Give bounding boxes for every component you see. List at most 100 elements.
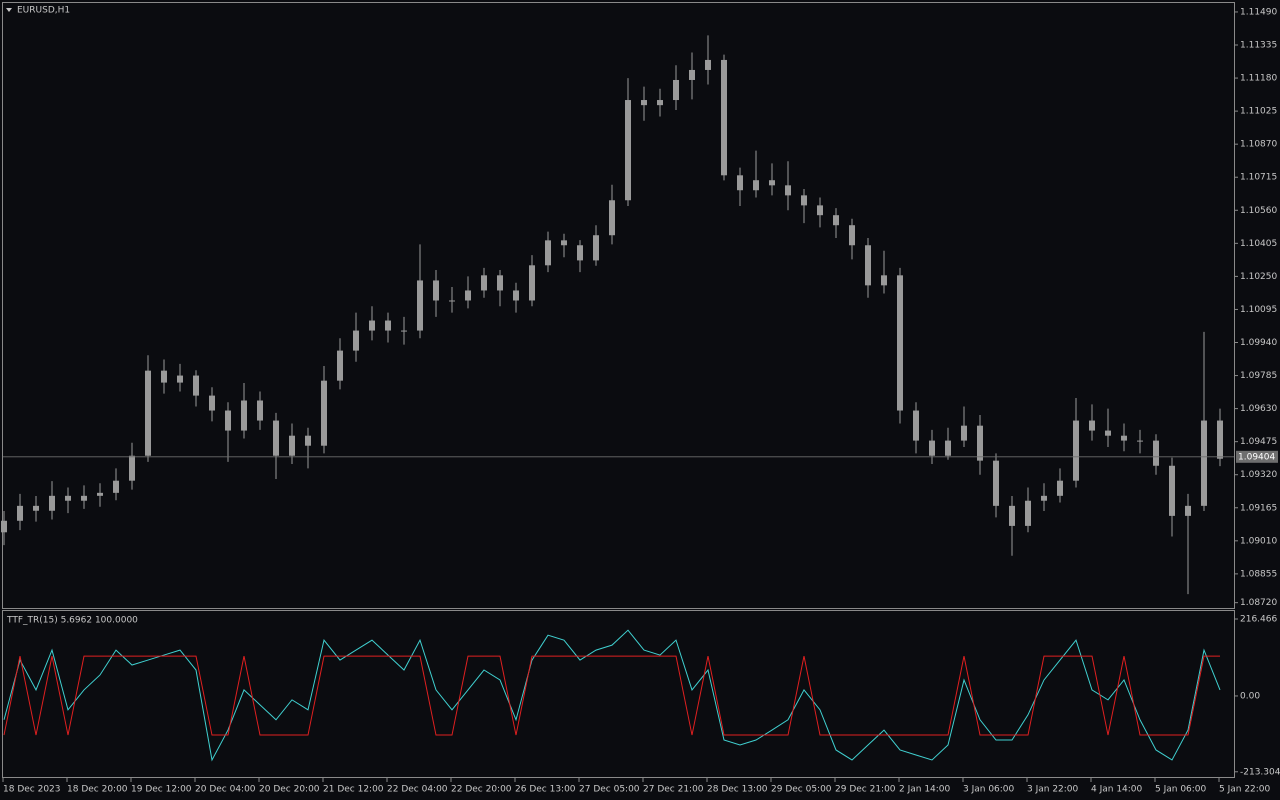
- candle-body: [257, 400, 263, 421]
- x-tick-label: 18 Dec 20:00: [67, 785, 128, 795]
- candle-body: [673, 79, 679, 101]
- candle-body: [209, 395, 215, 411]
- x-tick-label: 27 Dec 05:00: [579, 785, 640, 795]
- candle-body: [961, 425, 967, 441]
- candle-body: [65, 495, 71, 501]
- symbol-menu-arrow[interactable]: [6, 8, 12, 12]
- candle-body: [753, 180, 759, 191]
- y-tick-label: 1.09630: [1240, 404, 1277, 414]
- candle-body: [385, 320, 391, 331]
- x-tick-label: 5 Jan 22:00: [1219, 785, 1271, 795]
- candle-body: [337, 350, 343, 381]
- y-tick-label: 1.10405: [1240, 239, 1277, 249]
- x-tick-label: 20 Dec 20:00: [259, 785, 320, 795]
- last-price-label: 1.09404: [1238, 452, 1275, 462]
- candle-body: [913, 410, 919, 441]
- x-tick-label: 21 Dec 12:00: [323, 785, 384, 795]
- candle-body: [81, 495, 87, 501]
- symbol-title: EURUSD,H1: [17, 6, 70, 16]
- candle-body: [225, 410, 231, 431]
- candle-body: [881, 275, 887, 286]
- candle-body: [1057, 480, 1063, 496]
- candle-body: [465, 290, 471, 301]
- y-tick-label: 1.09785: [1240, 371, 1277, 381]
- candle-body: [353, 330, 359, 351]
- candle-body: [1041, 495, 1047, 501]
- candle-body: [17, 505, 23, 521]
- candle-body: [721, 59, 727, 176]
- candle-body: [1217, 420, 1223, 459]
- candle-body: [561, 240, 567, 246]
- candle-body: [145, 370, 151, 456]
- y-tick-label: 1.09320: [1240, 470, 1277, 480]
- y-tick-label: 1.09940: [1240, 338, 1277, 348]
- candle-body: [1105, 430, 1111, 436]
- y-tick-label: 1.11025: [1240, 107, 1277, 117]
- candle-body: [497, 275, 503, 291]
- x-tick-label: 20 Dec 04:00: [195, 785, 256, 795]
- candle-body: [689, 69, 695, 80]
- candle-body: [241, 400, 247, 431]
- indicator-line: [3, 655, 1220, 736]
- y-tick-label: 1.10095: [1240, 305, 1277, 315]
- candle-body: [641, 100, 647, 106]
- candle-body: [273, 420, 279, 456]
- x-tick-label: 29 Dec 21:00: [835, 785, 896, 795]
- y-tick-label: 1.09010: [1240, 536, 1277, 546]
- candle-body: [977, 425, 983, 461]
- candle-body: [161, 370, 167, 383]
- candle-body: [417, 280, 423, 331]
- candle-body: [1025, 500, 1031, 526]
- y-tick-label: 1.10250: [1240, 272, 1277, 282]
- candle-body: [177, 375, 183, 383]
- candle-body: [1169, 465, 1175, 516]
- candle-body: [401, 330, 407, 332]
- x-tick-label: 19 Dec 12:00: [131, 785, 192, 795]
- candle-body: [897, 275, 903, 411]
- y-tick-label: 1.10560: [1240, 206, 1277, 216]
- candle-body: [1, 520, 7, 533]
- candle-body: [97, 492, 103, 496]
- candle-body: [321, 380, 327, 446]
- candle-body: [49, 495, 55, 511]
- candle-body: [113, 480, 119, 493]
- last-price-box: [1236, 450, 1278, 463]
- candle-body: [193, 375, 199, 396]
- x-tick-label: 2 Jan 14:00: [899, 785, 951, 795]
- y-tick-label: 216.466: [1240, 615, 1277, 625]
- x-tick-label: 27 Dec 21:00: [643, 785, 704, 795]
- candle-body: [545, 240, 551, 266]
- candle-body: [945, 440, 951, 456]
- candle-body: [929, 440, 935, 456]
- candle-body: [33, 505, 39, 511]
- x-tick-label: 28 Dec 13:00: [707, 785, 768, 795]
- y-tick-label: 1.08855: [1240, 569, 1277, 579]
- indicator-line: [3, 629, 1221, 762]
- indicator-pane-frame: [2, 610, 1235, 778]
- candle-body: [513, 290, 519, 301]
- candle-body: [993, 460, 999, 506]
- y-tick-label: 1.09165: [1240, 503, 1277, 513]
- candle-body: [289, 435, 295, 456]
- x-tick-label: 22 Dec 20:00: [451, 785, 512, 795]
- y-tick-label: 1.11490: [1240, 7, 1277, 17]
- candle-body: [529, 265, 535, 301]
- candle-body: [833, 215, 839, 226]
- candle-body: [369, 320, 375, 331]
- candle-body: [625, 100, 631, 201]
- y-tick-label: 1.08720: [1240, 598, 1277, 608]
- y-tick-label: 1.11180: [1240, 74, 1277, 84]
- candle-body: [1201, 420, 1207, 506]
- y-tick-label: -213.3045: [1240, 767, 1280, 777]
- main-pane-frame: [2, 2, 1235, 609]
- candle-body: [737, 175, 743, 191]
- candle-body: [1185, 505, 1191, 516]
- candle-body: [1121, 435, 1127, 441]
- candle-body: [129, 455, 135, 481]
- candle-body: [769, 180, 775, 186]
- candle-body: [785, 185, 791, 196]
- x-tick-label: 18 Dec 2023: [3, 785, 61, 795]
- candle-body: [481, 275, 487, 291]
